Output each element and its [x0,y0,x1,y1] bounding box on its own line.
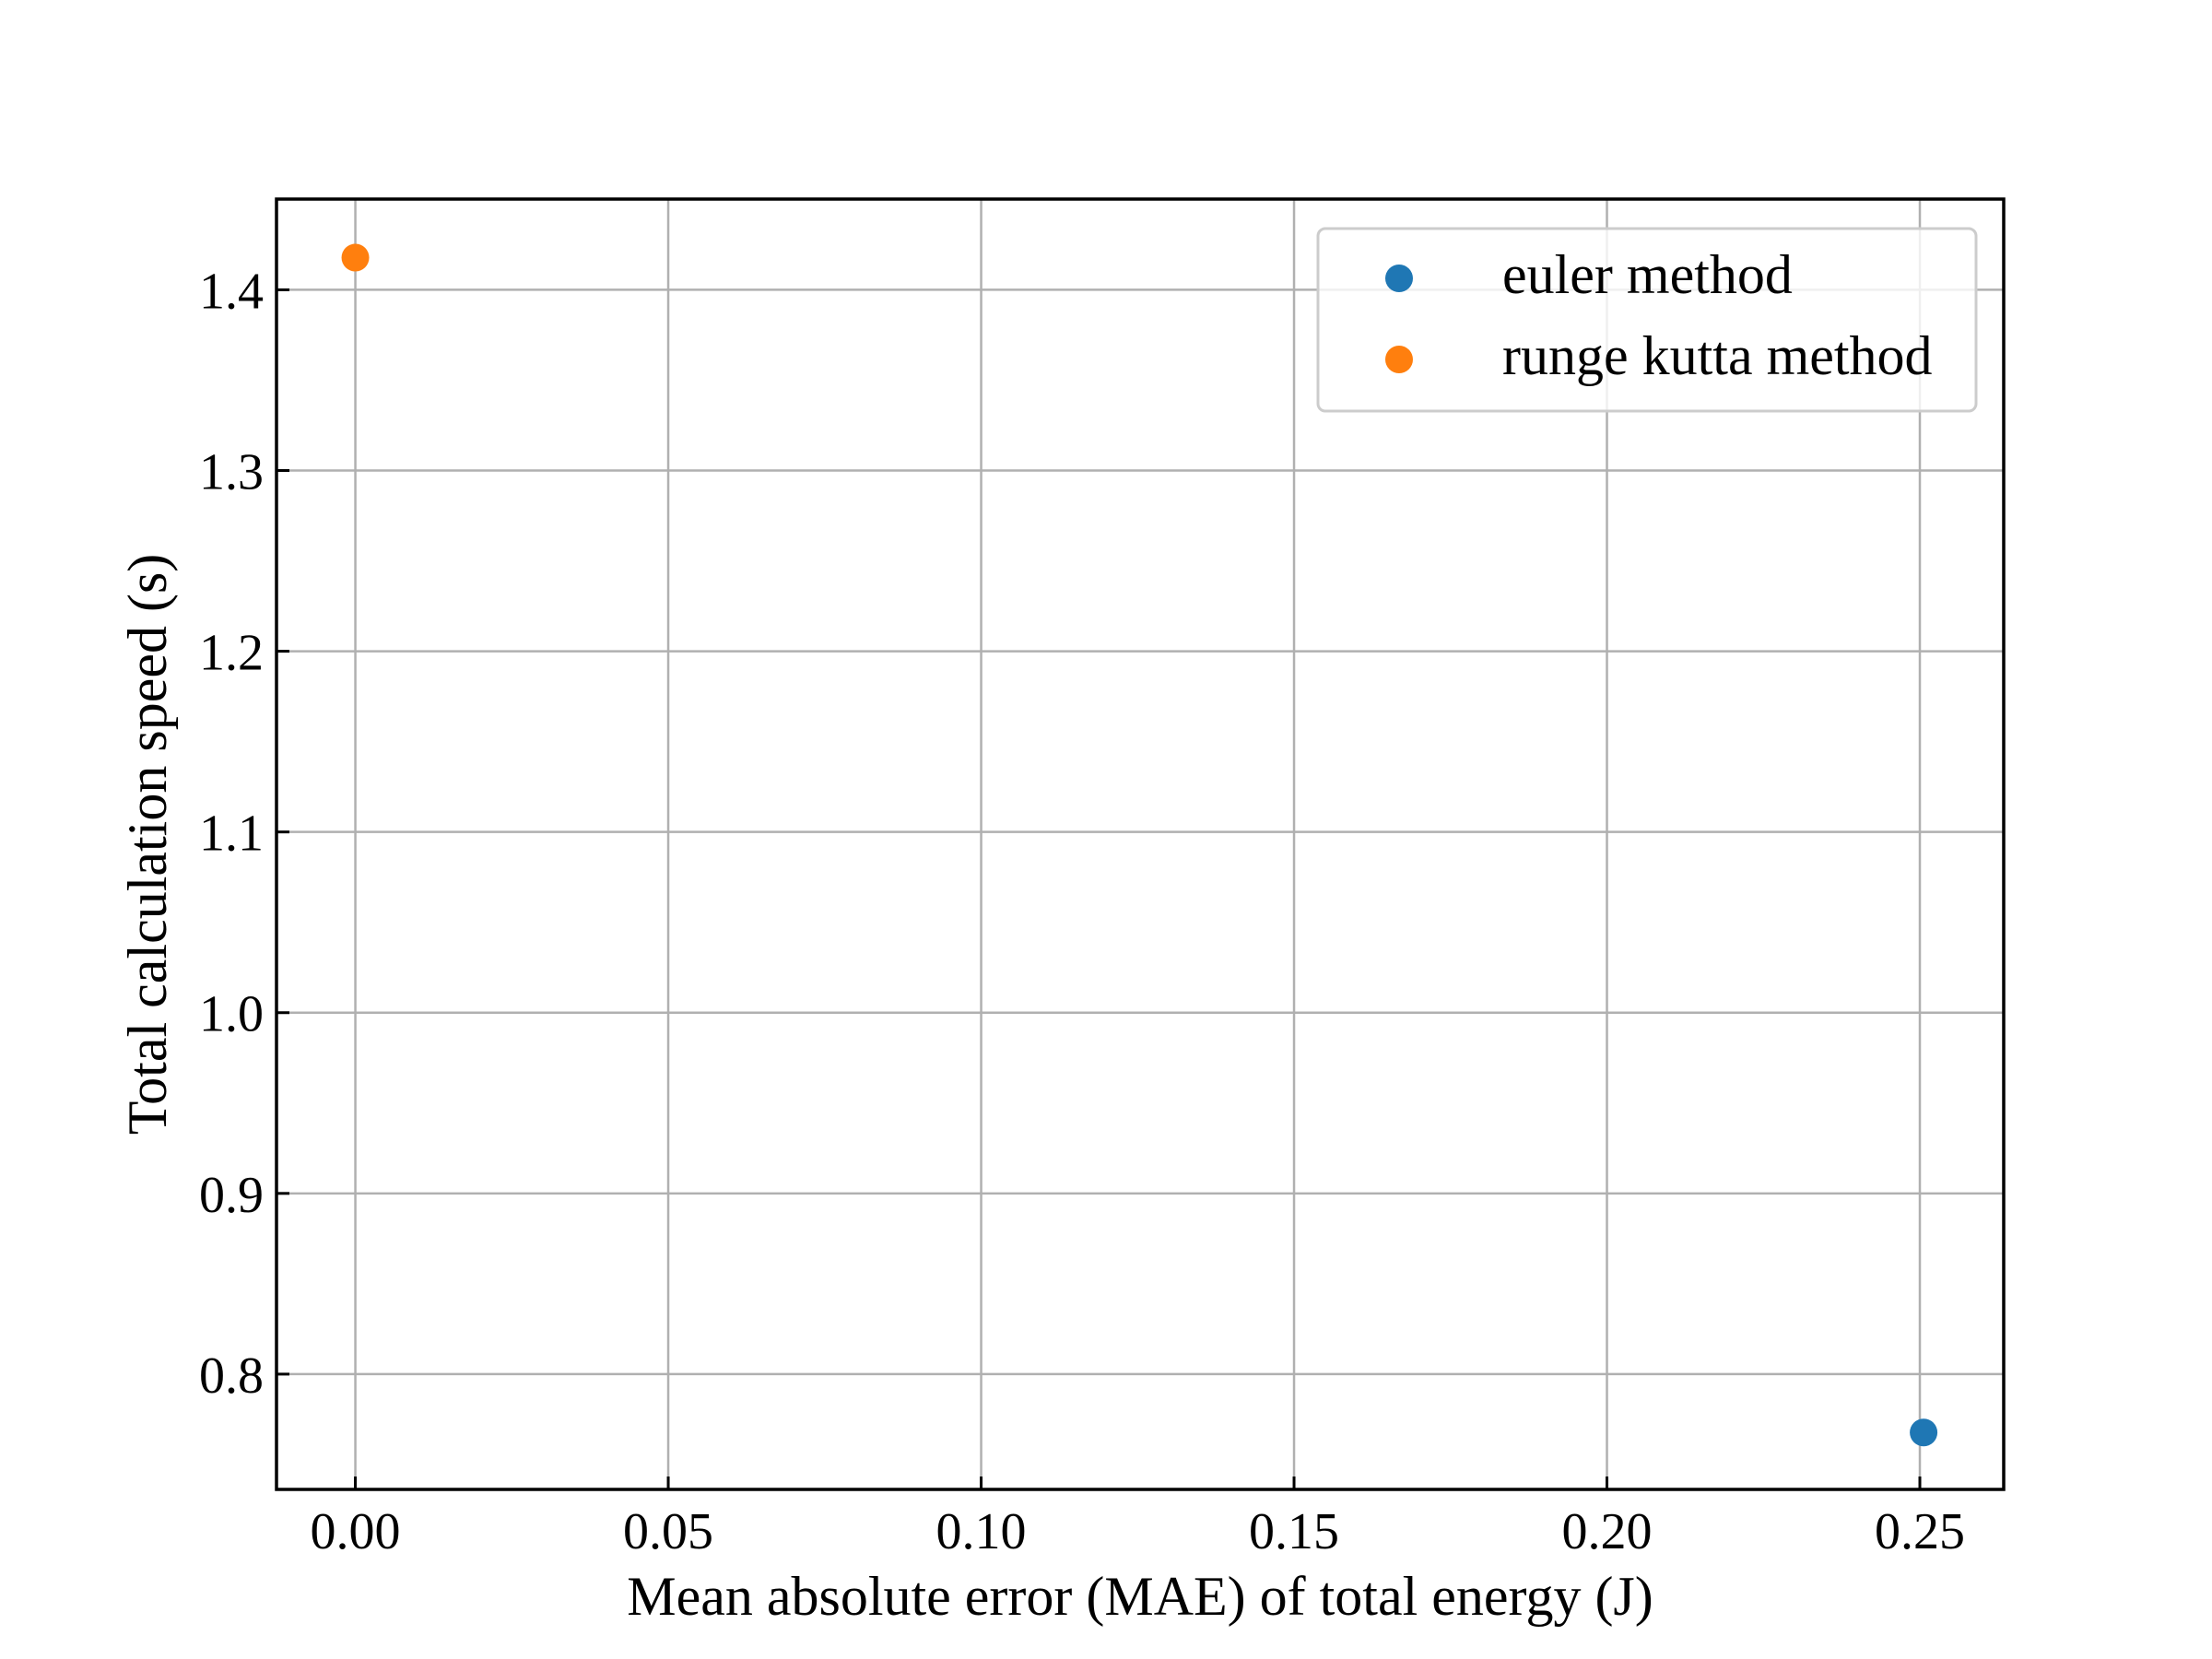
x-tick-label: 0.05 [623,1503,713,1560]
y-tick-label: 1.4 [199,263,264,320]
data-point-runge-kutta-method [341,243,370,272]
x-tick-label: 0.00 [311,1503,401,1560]
y-axis-label: Total calculation speed (s) [117,554,178,1135]
y-tick-label: 1.3 [199,444,264,501]
y-tick-label: 1.2 [199,625,264,682]
legend-marker-runge-kutta-method [1385,346,1413,373]
y-tick-label: 0.8 [199,1347,264,1405]
axis-ticks [276,288,1922,1489]
plot-area [276,199,2004,1489]
legend: euler method runge kutta method [1316,227,1978,413]
y-tick-label: 0.9 [199,1167,264,1224]
x-tick-labels: 0.00 0.05 0.10 0.15 0.20 0.25 [311,1503,1965,1560]
grid-lines [276,199,2004,1489]
legend-label-euler-method: euler method [1502,244,1793,305]
legend-marker-euler-method [1385,265,1413,292]
data-point-euler-method [1910,1418,1938,1447]
legend-box [1316,227,1978,413]
x-tick-label: 0.25 [1875,1503,1965,1560]
y-tick-labels: 0.8 0.9 1.0 1.1 1.2 1.3 1.4 [199,263,264,1404]
y-tick-label: 1.0 [199,986,264,1043]
legend-label-runge-kutta-method: runge kutta method [1502,325,1933,386]
y-tick-label: 1.1 [199,806,264,863]
plot-frame [275,197,2006,1491]
data-points [341,243,1938,1447]
x-tick-label: 0.10 [936,1503,1027,1560]
x-axis-label: Mean absolute error (MAE) of total energ… [627,1566,1653,1627]
x-tick-label: 0.20 [1562,1503,1653,1560]
x-tick-label: 0.15 [1249,1503,1339,1560]
